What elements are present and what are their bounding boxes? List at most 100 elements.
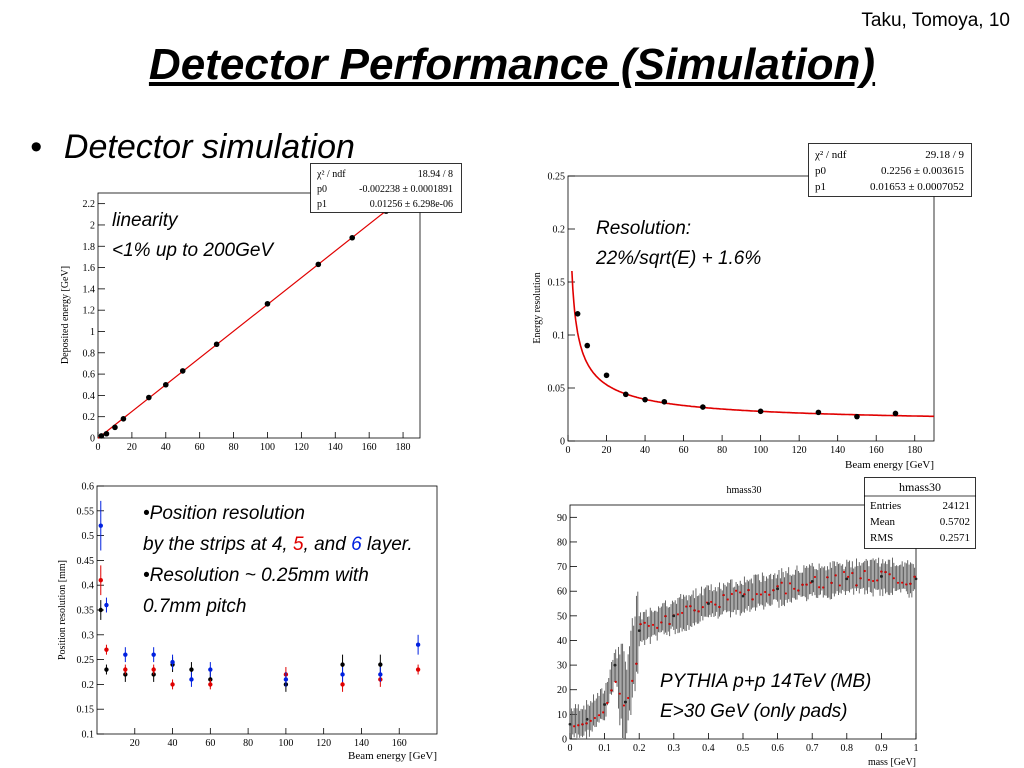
- hmass30-ytick-label: 0: [562, 735, 567, 746]
- position-point-4: [151, 672, 156, 677]
- hmass30-red-point: [597, 714, 601, 717]
- linearity-stats-box: χ² / ndf 18.94 / 8 p0 -0.002238 ± 0.0001…: [310, 163, 462, 213]
- position-annotation-line1: •Position resolution: [143, 503, 305, 524]
- hmass30-red-point: [639, 623, 642, 626]
- hmass30-ytick-label: 80: [557, 537, 567, 548]
- position-point-6: [170, 659, 175, 665]
- hmass30-red-point: [768, 593, 771, 596]
- resolution-point: [892, 410, 899, 417]
- resolution-ylabel: Energy resolution: [532, 272, 543, 343]
- position-ytick-label: 0.35: [77, 606, 95, 617]
- hmass30-red-point: [842, 570, 846, 574]
- hmass30-point: [914, 577, 918, 581]
- position-point-5: [340, 682, 345, 687]
- page-title: Detector Performance (Simulation): [0, 40, 1024, 90]
- hmass30-red-point: [714, 603, 717, 606]
- linearity-xtick-label: 80: [229, 442, 239, 453]
- hmass30-red-point: [876, 579, 879, 582]
- resolution-point: [757, 408, 764, 415]
- hmass30-stat-label-1: Entries: [870, 500, 901, 512]
- linearity-ytick-label: 2.2: [83, 199, 96, 210]
- hmass30-red-point: [896, 581, 900, 584]
- hmass30-xtick-label: 1: [914, 743, 919, 754]
- hmass30-red-point: [631, 679, 634, 682]
- resolution-point: [603, 372, 610, 379]
- hmass30-red-point: [622, 704, 626, 707]
- hmass30-point: [603, 703, 606, 706]
- position-annotation-6: 6: [351, 534, 362, 555]
- position-xtick-label: 140: [354, 738, 369, 749]
- linearity-stat-value-0: 18.94 / 8: [418, 169, 453, 180]
- hmass30-ytick-label: 60: [557, 587, 567, 598]
- hmass30-red-point: [693, 609, 696, 612]
- linearity-xtick-label: 0: [96, 442, 101, 453]
- position-ytick-label: 0.3: [82, 630, 95, 641]
- hmass30-red-point: [697, 610, 700, 613]
- position-xtick-label: 120: [316, 738, 331, 749]
- position-point-6: [123, 652, 128, 657]
- hmass30-annotation: PYTHIA p+p 14TeV (MB) E>30 GeV (only pad…: [660, 667, 871, 727]
- hmass30-point: [741, 594, 745, 598]
- position-xtick-label: 80: [243, 738, 253, 749]
- linearity-xtick-label: 120: [294, 442, 309, 453]
- resolution-point: [854, 413, 860, 420]
- hmass30-red-point: [764, 590, 767, 594]
- hmass30-red-point: [909, 582, 912, 585]
- linearity-ytick-label: 1.4: [83, 284, 96, 295]
- linearity-stat-value-2: 0.01256 ± 6.298e-06: [370, 199, 453, 210]
- resolution-xtick-label: 40: [640, 445, 650, 456]
- resolution-xtick-label: 140: [830, 445, 845, 456]
- hmass30-xtick-label: 0.3: [668, 743, 681, 754]
- hmass30-xtick-label: 0.9: [875, 743, 888, 754]
- resolution-xtick-label: 60: [679, 445, 689, 456]
- position-point-6: [104, 602, 109, 608]
- position-annotation-line3: •Resolution ~ 0.25mm with: [143, 565, 369, 586]
- hmass30-red-point: [805, 583, 808, 586]
- hmass30-stat-title: hmass30: [899, 480, 941, 494]
- linearity-annotation-line2: <1% up to 200GeV: [112, 240, 274, 261]
- hmass30-red-point: [676, 613, 680, 616]
- hmass30-stats-box: hmass30 Entries 24121 Mean 0.5702 RMS 0.…: [864, 477, 976, 549]
- hmass30-red-point: [784, 592, 788, 595]
- position-point-6: [151, 652, 156, 657]
- hmass30-xtick-label: 0.4: [702, 743, 715, 754]
- hmass30-red-point: [892, 577, 895, 580]
- resolution-point: [584, 342, 591, 349]
- hmass30-red-point: [788, 582, 792, 585]
- hmass30-red-point: [855, 584, 858, 587]
- position-point-6: [340, 672, 345, 677]
- linearity-point: [213, 341, 220, 348]
- linearity-stat-label-0: χ² / ndf: [316, 169, 346, 180]
- hmass30-red-point: [614, 680, 617, 683]
- position-point-5: [415, 667, 421, 672]
- linearity-point: [112, 424, 118, 431]
- hmass30-red-point: [863, 569, 866, 573]
- hmass30-xtick-label: 0.6: [771, 743, 784, 754]
- position-point-5: [208, 682, 213, 687]
- hmass30-red-point: [743, 593, 746, 596]
- linearity-point: [349, 234, 356, 241]
- hmass30-red-point: [772, 589, 775, 592]
- hmass30-red-point: [635, 662, 638, 665]
- linearity-stat-label-2: p1: [317, 199, 327, 210]
- position-point-6: [283, 677, 289, 682]
- page-title-text: Detector Performance (Simulation): [148, 40, 876, 89]
- hmass30-chart: hmass30 mass [GeV] 0 0.1 0.2 0.3 0.4 0.5 0.6 0.…: [557, 485, 919, 767]
- resolution-ytick-label: 0.2: [553, 225, 566, 236]
- resolution-stat-value-2: 0.01653 ± 0.0007052: [870, 181, 964, 193]
- position-point-5: [151, 667, 156, 672]
- linearity-point: [120, 416, 127, 422]
- linearity-ytick-label: 0.4: [83, 391, 96, 402]
- hmass30-red-point: [710, 600, 713, 604]
- hmass30-red-point: [656, 626, 659, 629]
- linearity-annotation: linearity <1% up to 200GeV: [112, 206, 273, 266]
- hmass30-red-point: [880, 570, 883, 573]
- resolution-stats-box: χ² / ndf 29.18 / 9 p0 0.2256 ± 0.003615 …: [808, 143, 972, 197]
- resolution-stat-value-0: 29.18 / 9: [925, 149, 964, 161]
- resolution-xtick-label: 0: [566, 445, 571, 456]
- position-ytick-label: 0.1: [82, 730, 95, 741]
- hmass30-red-point: [871, 579, 875, 583]
- hmass30-red-point: [726, 598, 729, 601]
- position-point-4: [189, 667, 194, 672]
- resolution-point: [661, 398, 668, 405]
